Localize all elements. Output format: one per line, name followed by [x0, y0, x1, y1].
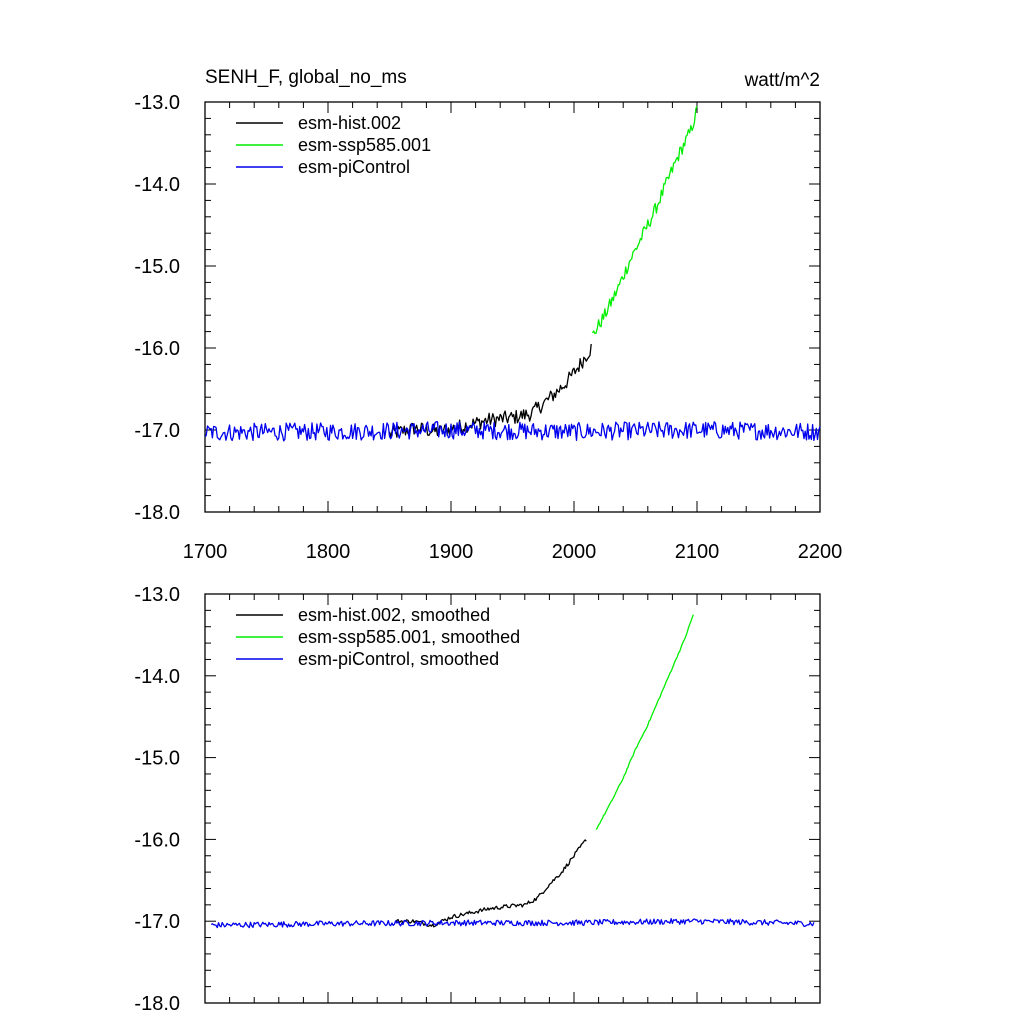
y-tick-label: -13.0	[134, 584, 180, 606]
legend-label-ssp: esm-ssp585.001	[298, 135, 431, 155]
panel-smoothed: -18.0 -17.0 -16.0 -15.0 -14.0 -13.0 esm-hist.0…	[134, 584, 821, 1015]
x-tick-label: 1700	[183, 541, 228, 563]
y-tick-label: -14.0	[134, 666, 180, 688]
series-line-ssp	[595, 614, 694, 830]
x-tick-label: 1900	[429, 541, 474, 563]
y-tick-label: -14.0	[134, 174, 180, 196]
y-tick-label: -18.0	[134, 993, 180, 1015]
x-tick-label: 2100	[675, 541, 720, 563]
figure-units: watt/m^2	[744, 70, 820, 91]
legend-label-hist: esm-hist.002, smoothed	[298, 605, 490, 625]
series-line-control	[210, 918, 815, 929]
x-tick-label: 1800	[306, 541, 351, 563]
legend-label-ssp: esm-ssp585.001, smoothed	[298, 627, 520, 647]
panel-raw: 1700 1800 1900 2000 2100 2200 -18.0 -17.0 -16.0 -…	[134, 92, 842, 563]
series-line-hist	[395, 839, 587, 928]
y-tick-label: -17.0	[134, 420, 180, 442]
y-tick-label: -15.0	[134, 256, 180, 278]
y-tick-label: -13.0	[134, 92, 180, 114]
series-line-control	[204, 421, 821, 442]
x-tick-label: 2000	[552, 541, 597, 563]
x-tick-label: 2200	[798, 541, 843, 563]
y-tick-label: -17.0	[134, 911, 180, 933]
figure-title: SENH_F, global_no_ms	[205, 67, 407, 88]
legend-label-control: esm-piControl, smoothed	[298, 649, 499, 669]
y-tick-label: -15.0	[134, 748, 180, 770]
legend-label-control: esm-piControl	[298, 157, 410, 177]
legend-label-hist: esm-hist.002	[298, 113, 401, 133]
y-tick-label: -16.0	[134, 829, 180, 851]
series-line-ssp	[591, 106, 698, 335]
y-tick-label: -16.0	[134, 338, 180, 360]
series-line-hist	[388, 343, 592, 438]
y-tick-label: -18.0	[134, 502, 180, 524]
plot-frame	[204, 101, 821, 513]
plot-frame	[204, 593, 821, 1004]
